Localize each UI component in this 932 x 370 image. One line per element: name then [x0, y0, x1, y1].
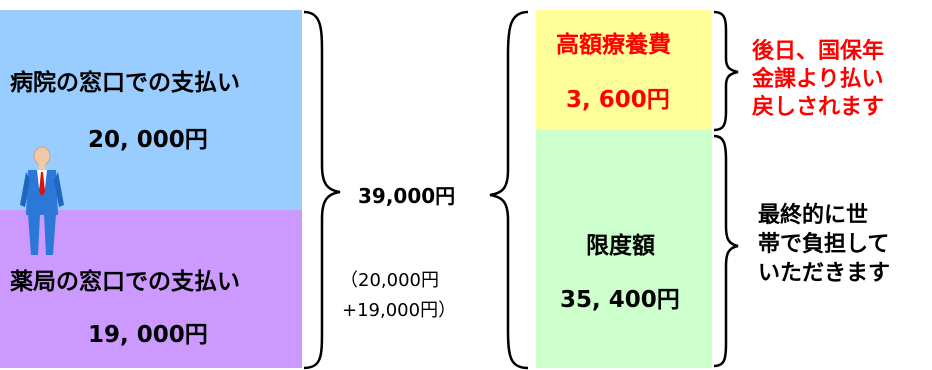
high-cost-note-line2: 金課より払い [752, 67, 884, 92]
high-cost-note: 後日、国保年 金課より払い 戻しされます [752, 38, 884, 122]
limit-note-line3: いただきます [758, 261, 891, 286]
high-cost-benefit-amount: 3, 600円 [566, 87, 670, 113]
high-cost-benefit-label: 高額療養費 [556, 32, 671, 58]
hospital-payment-label: 病院の窓口での支払い [10, 70, 240, 96]
limit-amount-label: 限度額 [586, 233, 655, 259]
hospital-payment-amount: 20, 000円 [88, 127, 208, 153]
total-breakdown-line1: （20,000円 [340, 270, 439, 291]
pharmacy-payment-label: 薬局の窓口での支払い [10, 269, 240, 295]
total-breakdown-line2: +19,000円） [342, 300, 457, 321]
pharmacy-payment-amount: 19, 000円 [88, 322, 208, 348]
high-cost-note-line3: 戻しされます [752, 95, 885, 120]
total-amount: 39,000円 [358, 184, 456, 208]
limit-note-line1: 最終的に世 [758, 203, 869, 228]
limit-note: 最終的に世 帯で負担して いただきます [758, 201, 890, 288]
high-cost-note-line1: 後日、国保年 [752, 39, 885, 64]
limit-amount-value: 35, 400円 [560, 287, 680, 313]
limit-note-line2: 帯で負担して [758, 232, 890, 257]
limit-amount-box [536, 130, 712, 368]
high-cost-benefit-box [536, 10, 712, 130]
